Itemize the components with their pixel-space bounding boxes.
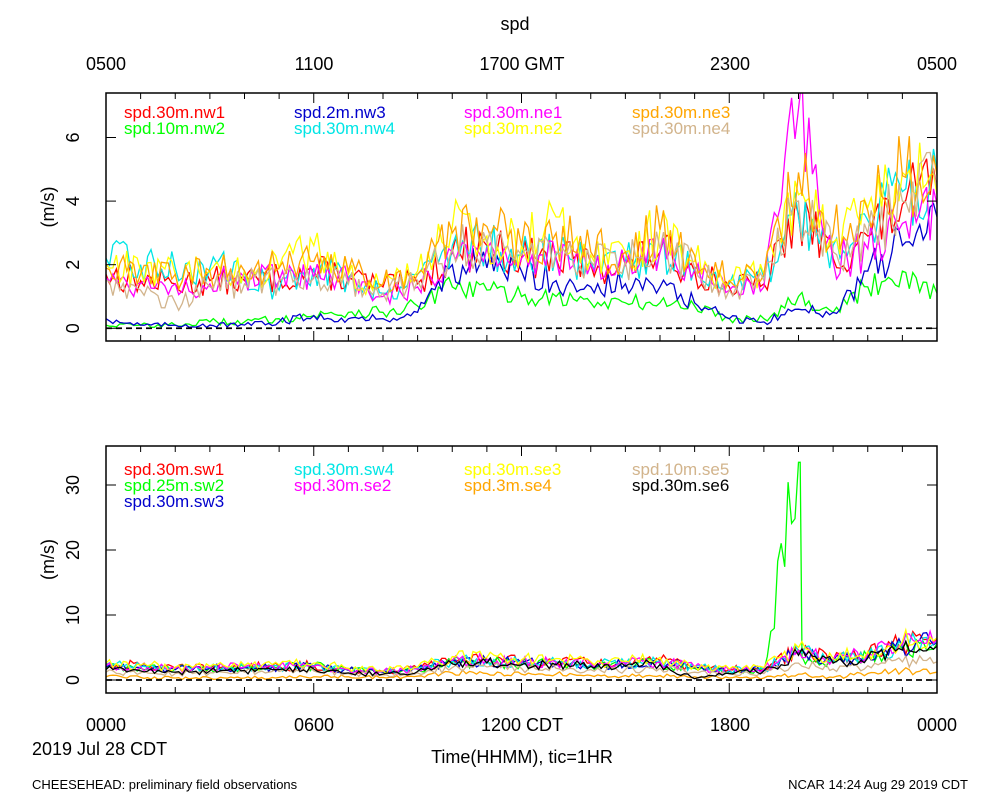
- legend-entry: spd.30m.se2: [294, 476, 391, 495]
- series-lines: [106, 93, 937, 329]
- legend-entry: spd.30m.sw3: [124, 492, 224, 511]
- y-tick-label: 0: [63, 675, 83, 685]
- legend-entry: spd.30m.nw1: [124, 103, 225, 122]
- legend-entry: spd.30m.ne1: [464, 103, 562, 122]
- legend-entry: spd.30m.nw4: [294, 119, 395, 138]
- series-line-spd.2m.nw3: [106, 202, 937, 329]
- legend-entry: spd.30m.se6: [632, 476, 729, 495]
- legend-entry: spd.10m.se5: [632, 460, 729, 479]
- y-tick-label: 0: [63, 323, 83, 333]
- series-line-spd.10m.nw2: [106, 270, 937, 328]
- footer-right: NCAR 14:24 Aug 29 2019 CDT: [788, 777, 968, 792]
- series-lines: [106, 461, 937, 681]
- top-axis-labels: 0500 1100 1700 GMT 2300 0500: [86, 54, 957, 74]
- bottom-tick-label: 0600: [294, 715, 334, 735]
- y-tick-label: 2: [63, 260, 83, 270]
- legend-entry: spd.30m.sw1: [124, 460, 224, 479]
- legend-entry: spd.30m.se3: [464, 460, 561, 479]
- top-tick-label: 0500: [917, 54, 957, 74]
- top-tick-label: 1700 GMT: [479, 54, 564, 74]
- y-tick-label: 6: [63, 133, 83, 143]
- lower-panel: 0102030(m/s)spd.30m.sw1spd.25m.sw2spd.30…: [38, 445, 938, 694]
- legend-entry: spd.25m.sw2: [124, 476, 224, 495]
- legend-entry: spd.2m.nw3: [294, 103, 386, 122]
- series-line-spd.30m.ne3: [106, 136, 937, 293]
- y-axis-title: (m/s): [38, 187, 58, 228]
- chart-title: spd: [500, 14, 529, 34]
- y-tick-label: 10: [63, 605, 83, 625]
- legend-entry: spd.30m.ne3: [632, 103, 730, 122]
- legend-entry: spd.30m.ne2: [464, 119, 562, 138]
- y-tick-label: 4: [63, 196, 83, 206]
- series-line-spd.30m.ne1: [106, 93, 937, 306]
- y-axis-title: (m/s): [38, 539, 58, 580]
- footer-left: CHEESEHEAD: preliminary field observatio…: [32, 777, 298, 792]
- bottom-tick-label: 0000: [86, 715, 126, 735]
- series-line-spd.30m.se2: [106, 628, 937, 676]
- bottom-axis-labels: 0000 0600 1200 CDT 1800 0000: [86, 715, 957, 735]
- series-line-spd.30m.se3: [106, 627, 937, 675]
- x-axis-title: Time(HHMM), tic=1HR: [431, 747, 613, 767]
- series-line-spd.10m.se5: [106, 654, 937, 678]
- series-line-spd.30m.se6: [106, 639, 937, 680]
- top-tick-label: 0500: [86, 54, 126, 74]
- bottom-tick-label: 1800: [710, 715, 750, 735]
- bottom-tick-label: 1200 CDT: [481, 715, 563, 735]
- y-tick-label: 30: [63, 475, 83, 495]
- legend-entry: spd.30m.ne4: [632, 119, 730, 138]
- legend-entry: spd.3m.se4: [464, 476, 552, 495]
- series-line-spd.30m.ne4: [106, 151, 937, 312]
- top-tick-label: 2300: [710, 54, 750, 74]
- top-tick-label: 1100: [295, 54, 334, 74]
- legend: spd.30m.nw1spd.10m.nw2spd.2m.nw3spd.30m.…: [124, 103, 730, 138]
- series-line-spd.3m.se4: [106, 667, 937, 681]
- bottom-tick-label: 0000: [917, 715, 957, 735]
- legend-entry: spd.10m.nw2: [124, 119, 225, 138]
- legend-entry: spd.30m.sw4: [294, 460, 394, 479]
- y-tick-label: 20: [63, 540, 83, 560]
- date-label: 2019 Jul 28 CDT: [32, 739, 167, 759]
